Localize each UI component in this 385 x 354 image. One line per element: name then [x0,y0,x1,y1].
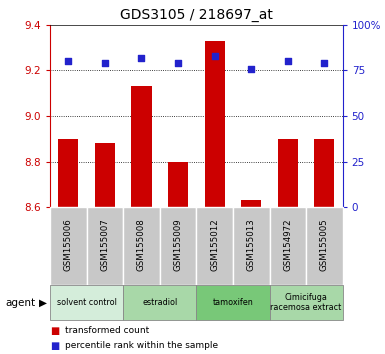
Point [175,60,181,66]
Bar [196,207,233,285]
Text: percentile rank within the sample: percentile rank within the sample [65,342,219,350]
Text: solvent control: solvent control [57,298,117,307]
Point [321,60,327,66]
Point [212,53,218,59]
Point [139,55,145,61]
Text: ▶: ▶ [39,298,47,308]
Bar [123,207,160,285]
Bar [123,285,196,320]
Bar [168,161,188,207]
Point [65,58,72,64]
Bar [241,200,261,207]
Text: estradiol: estradiol [142,298,177,307]
Text: GSM155007: GSM155007 [100,218,109,271]
Text: transformed count: transformed count [65,326,150,335]
Point [102,60,108,66]
Title: GDS3105 / 218697_at: GDS3105 / 218697_at [120,8,273,22]
Point [248,66,254,72]
Text: GSM155009: GSM155009 [174,218,182,271]
Bar [196,285,270,320]
Bar [233,207,270,285]
Text: GSM155012: GSM155012 [210,218,219,271]
Text: ■: ■ [50,326,59,336]
Text: GSM155006: GSM155006 [64,218,73,271]
Text: GSM155008: GSM155008 [137,218,146,271]
Text: GSM155013: GSM155013 [247,218,256,271]
Bar [95,143,115,207]
Bar [270,207,306,285]
Bar [314,139,335,207]
Point [285,58,291,64]
Bar [278,139,298,207]
Text: Cimicifuga
racemosa extract: Cimicifuga racemosa extract [270,293,342,312]
Bar [270,285,343,320]
Text: GSM154972: GSM154972 [283,218,292,271]
Bar [204,41,225,207]
Text: tamoxifen: tamoxifen [213,298,253,307]
Bar [87,207,123,285]
Bar [160,207,196,285]
Text: ■: ■ [50,341,59,351]
Bar [50,207,87,285]
Text: agent: agent [6,298,36,308]
Bar [131,86,152,207]
Bar [306,207,343,285]
Bar [50,285,123,320]
Bar [58,139,79,207]
Text: GSM155005: GSM155005 [320,218,329,271]
